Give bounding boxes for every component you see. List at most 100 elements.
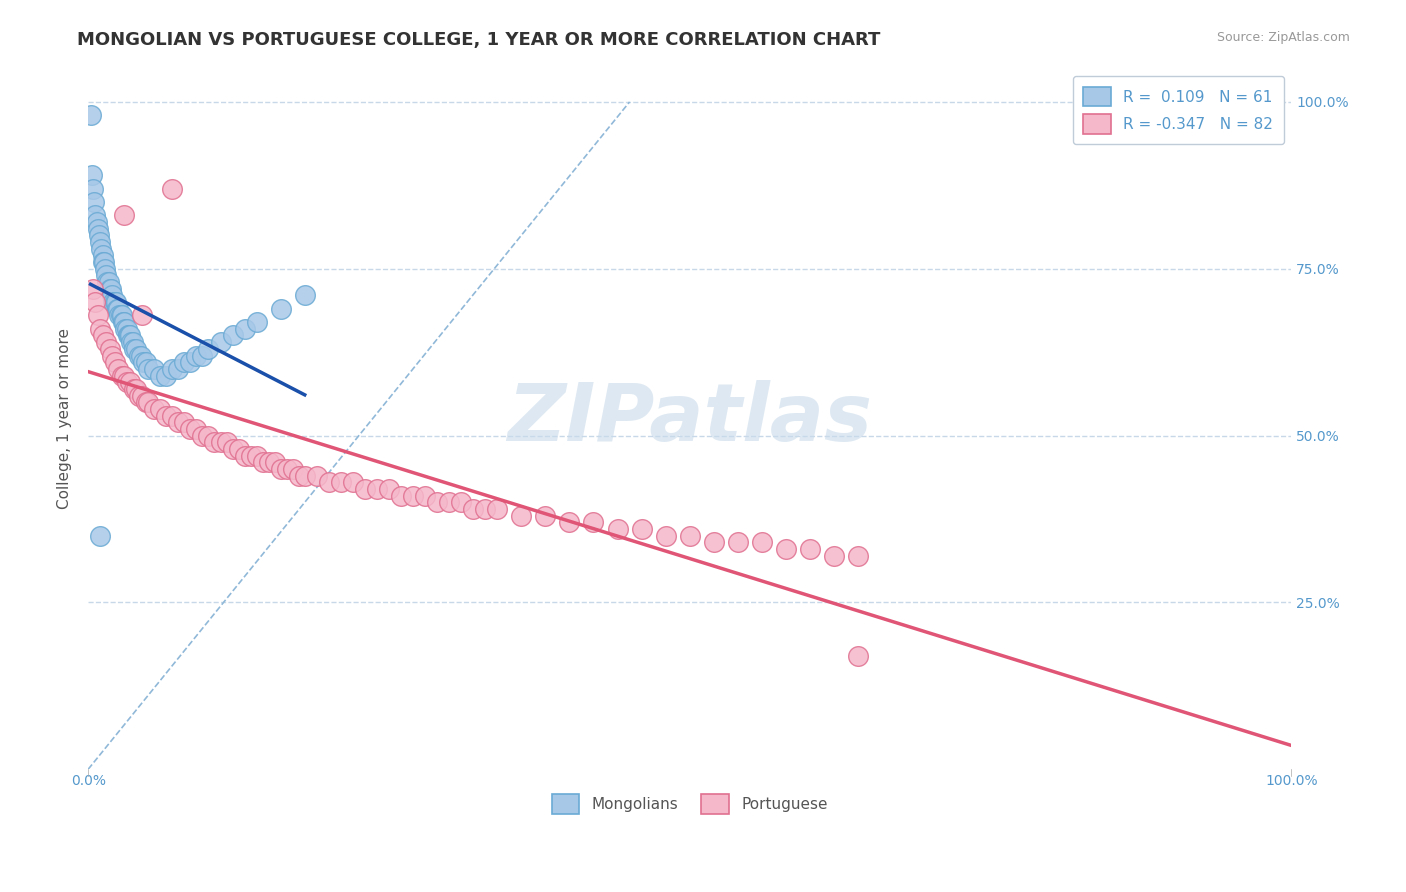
Point — [80, 169, 103, 183]
Point — [294, 468, 316, 483]
Point — [115, 375, 138, 389]
Point — [94, 261, 117, 276]
Point — [204, 435, 226, 450]
Point — [84, 208, 107, 222]
Point — [121, 335, 143, 350]
Point — [179, 422, 201, 436]
Point — [155, 409, 177, 423]
Point — [101, 288, 124, 302]
Point — [751, 535, 773, 549]
Point — [131, 309, 153, 323]
Point — [179, 355, 201, 369]
Point — [149, 368, 172, 383]
Point — [305, 468, 328, 483]
Point — [87, 221, 110, 235]
Point — [84, 295, 107, 310]
Point — [120, 375, 142, 389]
Point — [136, 362, 159, 376]
Point — [82, 181, 104, 195]
Point — [118, 328, 141, 343]
Text: ZIPatlas: ZIPatlas — [508, 380, 872, 458]
Point — [558, 516, 581, 530]
Point — [228, 442, 250, 456]
Point — [846, 648, 869, 663]
Point — [727, 535, 749, 549]
Point — [87, 309, 110, 323]
Point — [101, 349, 124, 363]
Point — [318, 475, 340, 490]
Point — [108, 309, 131, 323]
Point — [402, 489, 425, 503]
Y-axis label: College, 1 year or more: College, 1 year or more — [58, 328, 72, 509]
Point — [582, 516, 605, 530]
Point — [294, 288, 316, 302]
Point — [162, 181, 184, 195]
Point — [329, 475, 352, 490]
Point — [775, 542, 797, 557]
Point — [82, 282, 104, 296]
Point — [450, 495, 472, 509]
Point — [437, 495, 460, 509]
Point — [257, 455, 280, 469]
Point — [252, 455, 274, 469]
Point — [173, 415, 195, 429]
Point — [98, 342, 121, 356]
Point — [342, 475, 364, 490]
Point — [378, 482, 401, 496]
Point — [143, 362, 166, 376]
Point — [136, 395, 159, 409]
Legend: Mongolians, Portuguese: Mongolians, Portuguese — [541, 784, 838, 825]
Point — [107, 301, 129, 316]
Point — [155, 368, 177, 383]
Point — [114, 322, 136, 336]
Text: MONGOLIAN VS PORTUGUESE COLLEGE, 1 YEAR OR MORE CORRELATION CHART: MONGOLIAN VS PORTUGUESE COLLEGE, 1 YEAR … — [77, 31, 880, 49]
Point — [654, 529, 676, 543]
Point — [209, 335, 232, 350]
Point — [799, 542, 821, 557]
Point — [112, 368, 135, 383]
Point — [149, 401, 172, 416]
Point — [129, 349, 152, 363]
Point — [89, 235, 111, 249]
Point — [104, 355, 127, 369]
Point — [679, 529, 702, 543]
Point — [606, 522, 628, 536]
Point — [96, 268, 118, 283]
Point — [83, 194, 105, 209]
Point — [233, 322, 256, 336]
Point — [143, 401, 166, 416]
Point — [122, 342, 145, 356]
Text: Source: ZipAtlas.com: Source: ZipAtlas.com — [1216, 31, 1350, 45]
Point — [162, 409, 184, 423]
Point — [115, 322, 138, 336]
Point — [110, 309, 132, 323]
Point — [112, 315, 135, 329]
Point — [90, 242, 112, 256]
Point — [173, 355, 195, 369]
Point — [233, 449, 256, 463]
Point — [128, 349, 150, 363]
Point — [630, 522, 652, 536]
Point — [186, 349, 208, 363]
Point — [89, 529, 111, 543]
Point — [135, 355, 157, 369]
Point — [162, 362, 184, 376]
Point — [98, 282, 121, 296]
Point — [91, 328, 114, 343]
Point — [270, 301, 292, 316]
Point — [191, 428, 214, 442]
Point — [132, 355, 155, 369]
Point — [281, 462, 304, 476]
Point — [276, 462, 298, 476]
Point — [122, 382, 145, 396]
Point — [87, 228, 110, 243]
Point — [128, 388, 150, 402]
Point — [413, 489, 436, 503]
Point — [97, 275, 120, 289]
Point — [463, 502, 485, 516]
Point — [91, 248, 114, 262]
Point — [131, 388, 153, 402]
Point — [117, 328, 139, 343]
Point — [121, 335, 143, 350]
Point — [366, 482, 388, 496]
